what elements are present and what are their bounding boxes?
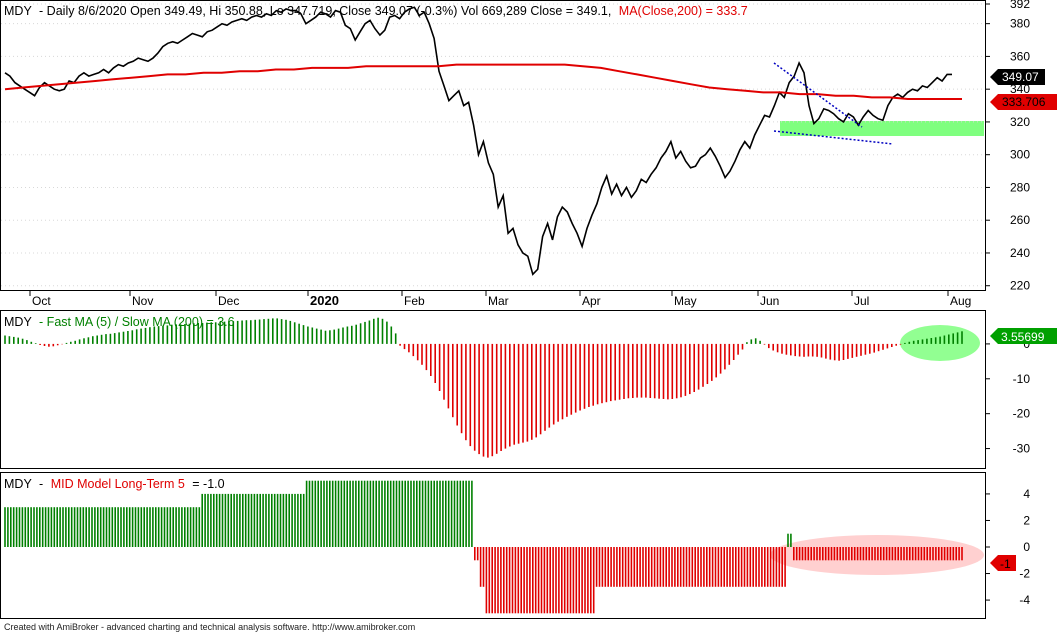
x-tick-label: Feb (404, 294, 425, 308)
mid-title-indicator: MID Model Long-Term 5 (51, 477, 185, 491)
price-tick-label: 380 (1010, 17, 1030, 31)
mid-model-last-tag: -1 (990, 555, 1016, 571)
mid-title-value: = -1.0 (192, 477, 224, 491)
x-tick-label: Oct (32, 294, 51, 308)
last-ma-label: 333.706 (1002, 95, 1046, 109)
title-symbol: MDY (4, 4, 32, 18)
osc-title-symbol: MDY (4, 315, 32, 329)
support-zone-highlight (780, 121, 984, 136)
x-tick-label: Jun (760, 294, 779, 308)
price-tick-label: 280 (1010, 180, 1030, 194)
oscillator-last-tag: 3.55699 (990, 328, 1057, 344)
osc-tick-label: -20 (1013, 407, 1031, 421)
ma200-line (4, 63, 962, 100)
last-price-tag: 349.07 (990, 69, 1045, 85)
x-tick-label: Aug (950, 294, 971, 308)
y-axis-labels: 220 240 260 280 300 320 340 360 380 392 0 -10 -20 -30… (985, 0, 1030, 607)
footer-credit: Created with AmiBroker - advanced charti… (4, 622, 416, 632)
osc-title-label: - Fast MA (5) / Slow MA (200) = 3.6 (39, 315, 235, 329)
price-tick-label: 392 (1010, 0, 1030, 11)
mid-model-bars (4, 480, 963, 614)
x-tick-label: May (674, 294, 697, 308)
mid-model-panel-title: MDY - MID Model Long-Term 5 = -1.0 (4, 477, 225, 491)
price-tick-label: 340 (1010, 82, 1030, 96)
x-tick-label: Mar (488, 294, 509, 308)
gridlines (1, 3, 985, 287)
mid-title-symbol: MDY (4, 477, 32, 491)
price-tick-label: 240 (1010, 246, 1030, 260)
x-axis-labels: Oct Nov Dec 2020 Feb Mar Apr May Jun Jul Aug (29, 290, 971, 308)
mid-tick-label: 0 (1023, 540, 1030, 554)
x-tick-label: Apr (582, 294, 601, 308)
last-ma-tag: 333.706 (990, 94, 1057, 110)
price-tick-label: 260 (1010, 213, 1030, 227)
osc-tick-label: -10 (1013, 372, 1031, 386)
price-panel-frame (0, 0, 986, 291)
mid-tick-label: -2 (1019, 567, 1030, 581)
price-tick-label: 220 (1010, 279, 1030, 293)
negative-zone-highlight (770, 535, 984, 575)
mid-tick-label: 2 (1023, 513, 1030, 527)
price-lines (4, 6, 962, 276)
mid-tick-label: 4 (1023, 487, 1030, 501)
x-tick-label: Jul (854, 294, 869, 308)
title-ma: MA(Close,200) = 333.7 (619, 4, 748, 18)
oscillator-last-label: 3.55699 (1001, 330, 1045, 344)
last-price-label: 349.07 (1002, 70, 1039, 84)
mid-model-last-label: -1 (1000, 557, 1011, 571)
osc-tick-label: -30 (1013, 442, 1031, 456)
oscillator-panel-title: MDY - Fast MA (5) / Slow MA (200) = 3.6 (4, 315, 235, 329)
price-tick-label: 300 (1010, 148, 1030, 162)
title-info: - Daily 8/6/2020 Open 349.49, Hi 350.88,… (39, 4, 611, 18)
mid-tick-label: -4 (1019, 593, 1030, 607)
x-tick-label: Dec (218, 294, 239, 308)
price-panel-title: MDY - Daily 8/6/2020 Open 349.49, Hi 350… (4, 4, 748, 18)
oscillator-bars (4, 317, 963, 458)
close-price-line (4, 6, 952, 276)
price-tick-label: 320 (1010, 115, 1030, 129)
price-tick-label: 360 (1010, 49, 1030, 63)
x-tick-label: Nov (132, 294, 153, 308)
mid-title-prefix: - (39, 477, 43, 491)
x-tick-label: 2020 (310, 293, 339, 308)
